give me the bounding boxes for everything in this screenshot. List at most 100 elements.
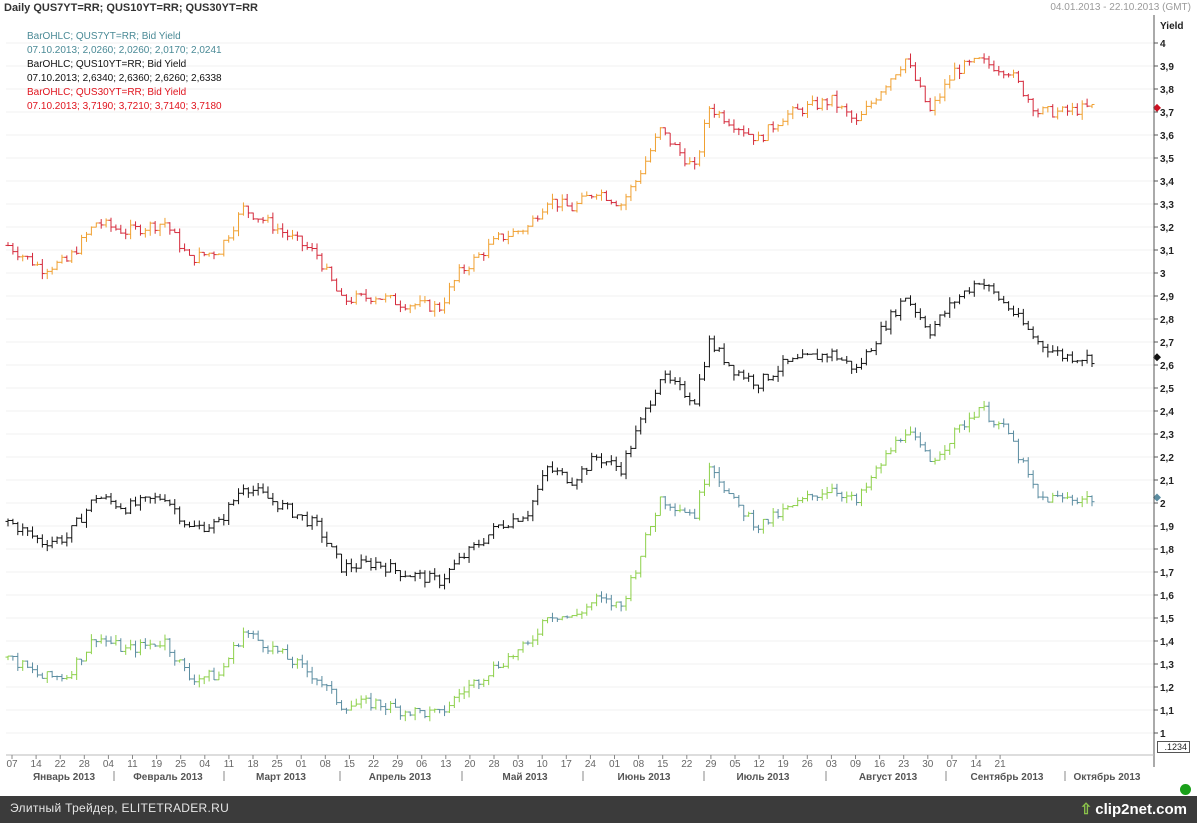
x-tick-label: 05 (729, 759, 741, 770)
ohlc-bar (388, 294, 394, 299)
ohlc-bar (893, 74, 899, 80)
ohlc-bar (388, 701, 394, 714)
ohlc-bar (976, 406, 982, 418)
ohlc-bar (442, 573, 448, 590)
ohlc-bar (770, 375, 776, 381)
ohlc-bar (299, 514, 305, 521)
ohlc-bar (687, 392, 693, 406)
ohlc-bar (500, 233, 506, 242)
x-tick-label: 25 (272, 759, 284, 770)
ohlc-bar (966, 59, 972, 66)
x-axis-month-labels: Январь 2013 Февраль 2013 Март 2013 Апрель 2… (33, 771, 1141, 783)
ohlc-bar (559, 194, 565, 212)
ohlc-bar (64, 532, 70, 547)
ohlc-bar (858, 357, 864, 370)
ohlc-bar (893, 309, 899, 318)
ohlc-bar (79, 658, 85, 666)
ohlc-bar (314, 243, 320, 260)
ohlc-bar (20, 523, 26, 536)
ohlc-bar (903, 58, 909, 74)
x-tick-label: 11 (224, 759, 235, 770)
y-tick-label: 3 (1160, 269, 1166, 280)
ohlc-bar (917, 308, 923, 321)
ohlc-bar (942, 445, 948, 461)
footer-caption: Элитный Трейдер, ELITETRADER.RU (10, 801, 230, 815)
ohlc-bar (540, 208, 546, 220)
ohlc-bar (873, 341, 879, 356)
ohlc-bar (687, 157, 693, 165)
ohlc-bar (898, 298, 904, 321)
ohlc-bar (255, 218, 261, 223)
ohlc-bar (49, 266, 55, 275)
ohlc-bar (912, 427, 918, 441)
x-tick-label: 04 (199, 759, 211, 770)
ohlc-bar (103, 218, 109, 228)
ohlc-bar (505, 653, 511, 669)
x-tick-label: 03 (826, 759, 838, 770)
ohlc-bar (236, 488, 242, 505)
ohlc-bar (961, 290, 967, 299)
ohlc-bar (177, 659, 183, 663)
ohlc-bar (44, 268, 50, 280)
ohlc-bar (628, 445, 634, 458)
ohlc-bar (545, 202, 551, 215)
ohlc-bar (878, 321, 884, 345)
ohlc-bar (839, 105, 845, 110)
ohlc-bar (236, 643, 242, 648)
ohlc-bar (1011, 305, 1017, 317)
ohlc-bar (500, 520, 506, 529)
ohlc-bar (692, 508, 698, 519)
x-tick-label: 22 (681, 759, 693, 770)
y-tick-label: 3,1 (1160, 246, 1174, 257)
ohlc-bar (996, 421, 1002, 430)
ohlc-bar (442, 705, 448, 717)
ohlc-bar (133, 221, 139, 230)
ohlc-bar (726, 362, 732, 367)
ohlc-bar (932, 457, 938, 465)
month-label: Апрель 2013 (369, 772, 432, 783)
series-QUS30YT=RR (5, 53, 1095, 317)
ohlc-bar (461, 686, 467, 700)
ohlc-bar (334, 545, 340, 559)
ohlc-bar (348, 296, 354, 305)
ohlc-bar (358, 695, 364, 709)
ohlc-bar (657, 379, 663, 395)
ohlc-bar (172, 228, 178, 234)
ohlc-bar (265, 645, 271, 655)
ohlc-bar (407, 711, 413, 717)
ohlc-bar (456, 552, 462, 565)
ohlc-bar (358, 292, 364, 297)
ohlc-bar (378, 561, 384, 569)
ohlc-bar (721, 480, 727, 493)
ohlc-bar (471, 254, 477, 272)
ohlc-bar (927, 97, 933, 112)
ohlc-chart[interactable]: 1 1,1 1,2 1,3 1,4 1,5 1,6 1,7 1,8 1,9 2 2,1 2,2 2,3 2,… (0, 0, 1197, 796)
ohlc-bar (628, 184, 634, 202)
ohlc-bar (250, 485, 256, 497)
ohlc-bar (275, 501, 281, 513)
ohlc-bar (1001, 418, 1007, 428)
ohlc-bar (294, 658, 300, 669)
ohlc-bar (922, 85, 928, 103)
ohlc-bar (162, 494, 168, 502)
y-tick-label: 2,4 (1160, 407, 1174, 418)
month-label: Май 2013 (502, 772, 548, 783)
ohlc-bar (702, 119, 708, 157)
price-scale-box[interactable]: .1234 (1157, 741, 1190, 753)
ohlc-bar (574, 478, 580, 490)
ohlc-bar (383, 562, 389, 577)
legend-series-1-values: 07.10.2013; 2,0260; 2,0260; 2,0170; 2,02… (27, 45, 222, 56)
ohlc-bar (495, 232, 501, 241)
ohlc-bar (898, 438, 904, 443)
y-tick-label: 3,4 (1160, 177, 1174, 188)
ohlc-bar (677, 504, 683, 513)
ohlc-bar (250, 630, 256, 640)
ohlc-bar (83, 231, 89, 242)
ohlc-bar (648, 526, 654, 536)
ohlc-bar (829, 483, 835, 494)
x-tick-label: 20 (464, 759, 476, 770)
ohlc-bar (88, 634, 94, 655)
ohlc-bar (549, 461, 555, 474)
ohlc-bar (152, 492, 158, 504)
ohlc-bar (1089, 103, 1095, 109)
